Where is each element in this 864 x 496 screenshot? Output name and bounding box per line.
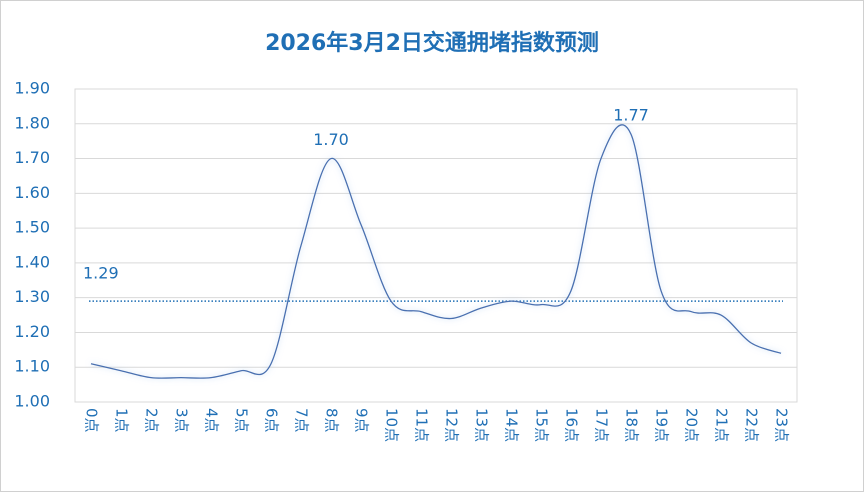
y-tick-label: 1.40	[14, 252, 50, 271]
y-tick-label: 1.00	[14, 392, 50, 411]
x-tick-label: 6点	[263, 408, 281, 433]
x-tick-label: 16点	[563, 408, 581, 442]
x-tick-label: 22点	[743, 408, 761, 442]
x-tick-label: 17点	[593, 408, 611, 442]
x-tick-label: 2点	[143, 408, 161, 433]
x-tick-label: 5点	[233, 408, 251, 433]
x-tick-label: 7点	[293, 408, 311, 433]
y-tick-label: 1.50	[14, 218, 50, 237]
reference-label: 1.29	[83, 264, 119, 283]
x-tick-label: 14点	[503, 408, 521, 442]
x-tick-label: 21点	[713, 408, 731, 442]
x-tick-label: 4点	[203, 408, 221, 433]
x-tick-label: 1点	[113, 408, 131, 433]
data-label: 1.70	[313, 130, 349, 149]
x-tick-label: 20点	[683, 408, 701, 442]
line	[90, 124, 782, 379]
y-tick-label: 1.80	[14, 113, 50, 132]
y-tick-label: 1.90	[14, 79, 50, 98]
y-tick-label: 1.60	[14, 183, 50, 202]
x-tick-label: 8点	[323, 408, 341, 433]
x-tick-label: 23点	[773, 408, 791, 442]
x-tick-label: 19点	[653, 408, 671, 442]
x-tick-label: 13点	[473, 408, 491, 442]
x-tick-label: 12点	[443, 408, 461, 442]
x-tick-label: 9点	[353, 408, 371, 433]
chart-title: 2026年3月2日交通拥堵指数预测	[265, 30, 599, 56]
y-tick-label: 1.30	[14, 287, 50, 306]
x-tick-label: 10点	[383, 408, 401, 442]
y-tick-label: 1.70	[14, 148, 50, 167]
y-tick-label: 1.10	[14, 357, 50, 376]
data-label: 1.77	[613, 106, 649, 125]
y-tick-label: 1.20	[14, 322, 50, 341]
x-tick-label: 15点	[533, 408, 551, 442]
x-tick-label: 11点	[413, 408, 431, 442]
x-tick-label: 3点	[173, 408, 191, 433]
x-tick-label: 0点	[83, 408, 101, 433]
x-tick-label: 18点	[623, 408, 641, 442]
